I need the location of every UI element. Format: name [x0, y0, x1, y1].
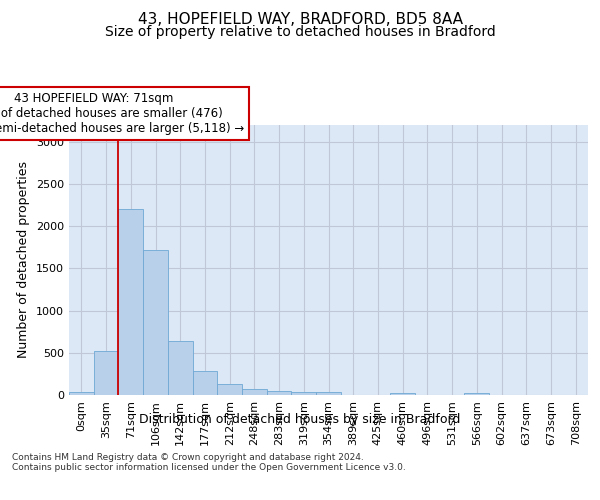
- Text: 43, HOPEFIELD WAY, BRADFORD, BD5 8AA: 43, HOPEFIELD WAY, BRADFORD, BD5 8AA: [137, 12, 463, 28]
- Bar: [292, 392, 316, 395]
- Bar: [316, 392, 341, 395]
- Bar: [94, 351, 118, 395]
- Bar: [390, 392, 415, 395]
- Bar: [143, 250, 168, 395]
- Bar: [193, 370, 217, 395]
- Bar: [69, 392, 94, 395]
- Text: Contains HM Land Registry data © Crown copyright and database right 2024.
Contai: Contains HM Land Registry data © Crown c…: [12, 452, 406, 472]
- Bar: [168, 342, 193, 395]
- Text: 43 HOPEFIELD WAY: 71sqm
← 8% of detached houses are smaller (476)
91% of semi-de: 43 HOPEFIELD WAY: 71sqm ← 8% of detached…: [0, 92, 244, 135]
- Bar: [217, 384, 242, 395]
- Text: Distribution of detached houses by size in Bradford: Distribution of detached houses by size …: [139, 412, 461, 426]
- Bar: [464, 394, 489, 395]
- Bar: [242, 388, 267, 395]
- Bar: [118, 210, 143, 395]
- Bar: [267, 391, 292, 395]
- Y-axis label: Number of detached properties: Number of detached properties: [17, 162, 31, 358]
- Text: Size of property relative to detached houses in Bradford: Size of property relative to detached ho…: [104, 25, 496, 39]
